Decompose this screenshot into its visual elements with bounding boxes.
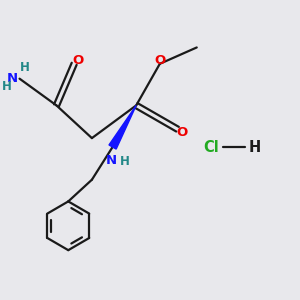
Polygon shape bbox=[109, 105, 136, 149]
Text: N: N bbox=[7, 72, 18, 85]
Text: O: O bbox=[155, 54, 166, 67]
Text: O: O bbox=[176, 126, 188, 139]
Text: H: H bbox=[120, 155, 130, 168]
Text: Cl: Cl bbox=[204, 140, 219, 154]
Text: H: H bbox=[248, 140, 260, 154]
Text: N: N bbox=[106, 154, 117, 167]
Text: H: H bbox=[20, 61, 30, 74]
Text: O: O bbox=[72, 54, 83, 67]
Text: H: H bbox=[2, 80, 12, 93]
